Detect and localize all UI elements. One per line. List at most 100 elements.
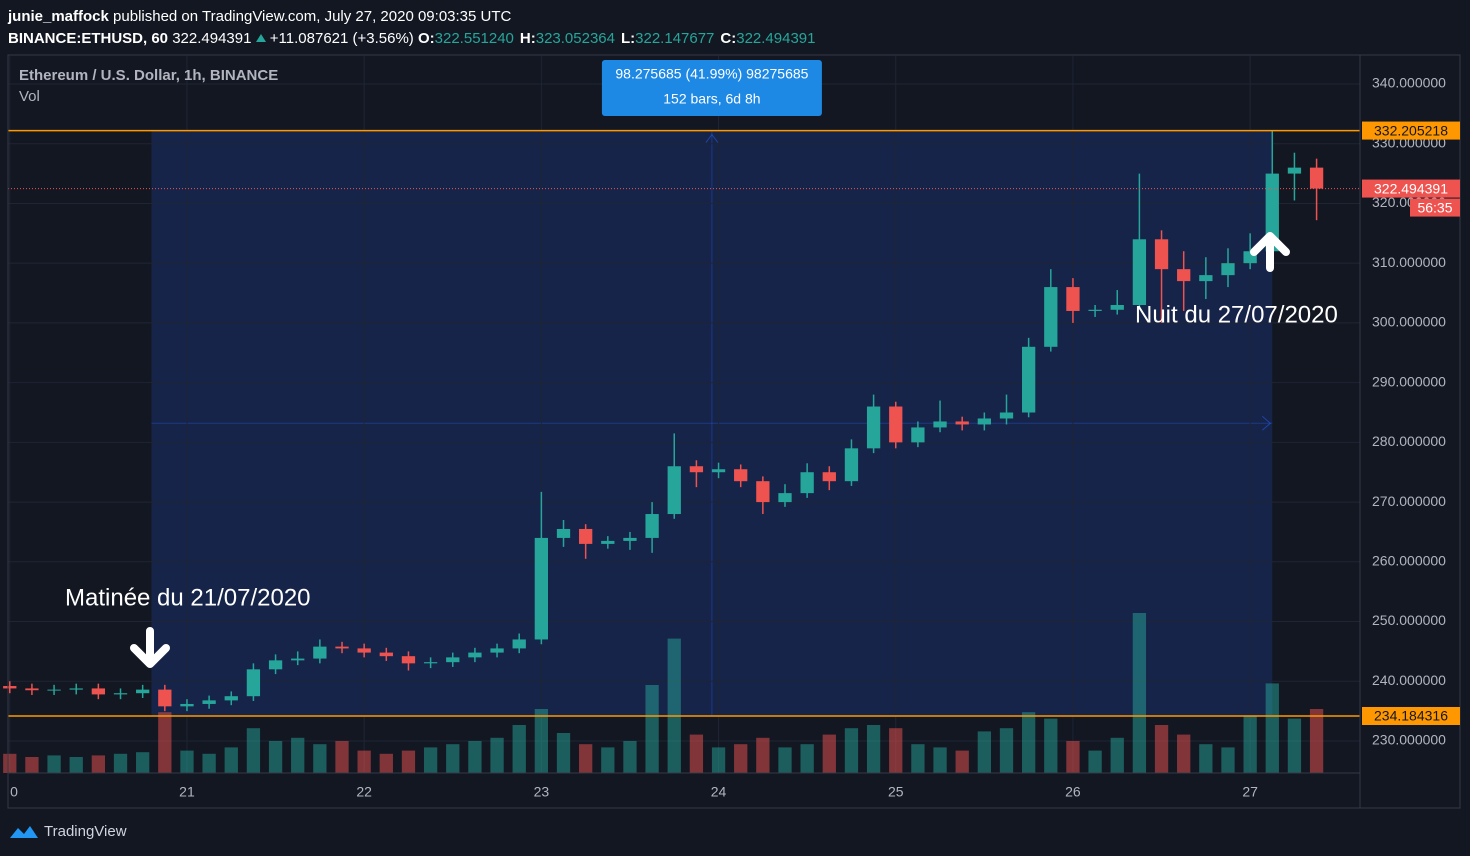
volume-bar bbox=[246, 728, 261, 773]
volume-bar bbox=[711, 747, 726, 773]
volume-bar bbox=[3, 753, 17, 773]
volume-bar bbox=[734, 744, 748, 773]
volume-bar bbox=[601, 747, 615, 773]
volume-bar bbox=[844, 728, 859, 773]
candle-body bbox=[47, 689, 61, 691]
candle-body bbox=[800, 472, 814, 494]
volume-bar bbox=[91, 755, 106, 773]
countdown-box bbox=[1410, 198, 1460, 217]
candle-body bbox=[357, 648, 371, 653]
volume-bar bbox=[202, 753, 216, 773]
candle-body bbox=[1110, 304, 1124, 310]
candle-body bbox=[401, 656, 416, 664]
candle-body bbox=[268, 660, 283, 670]
candle-body bbox=[91, 688, 106, 695]
y-tick-label: 240.000000 bbox=[1372, 672, 1446, 688]
volume-label: Vol bbox=[19, 88, 40, 105]
candle-body bbox=[1044, 287, 1058, 347]
volume-bar bbox=[1265, 683, 1279, 773]
volume-bar bbox=[401, 750, 416, 773]
candle-body bbox=[291, 658, 305, 661]
volume-bar bbox=[1199, 744, 1213, 773]
candle-body bbox=[1243, 251, 1257, 264]
candle-body bbox=[1154, 239, 1169, 270]
candle-body bbox=[202, 700, 216, 704]
volume-bar bbox=[313, 744, 327, 773]
y-tick-label: 230.000000 bbox=[1372, 732, 1446, 748]
candle-body bbox=[579, 528, 593, 544]
candle-body bbox=[224, 696, 238, 701]
volume-bar bbox=[1177, 734, 1191, 773]
candle-body bbox=[136, 689, 150, 694]
volume-bar bbox=[866, 725, 881, 773]
price-label: 332.205218 bbox=[1374, 122, 1448, 138]
volume-bar bbox=[667, 638, 681, 773]
candle-body bbox=[423, 662, 438, 664]
volume-bar bbox=[1243, 715, 1257, 773]
volume-bar bbox=[1088, 750, 1102, 773]
measure-label: 152 bars, 6d 8h bbox=[663, 91, 760, 107]
volume-bar bbox=[468, 741, 482, 773]
header-line-2: BINANCE:ETHUSD, 60 322.494391 +11.087621… bbox=[8, 28, 821, 50]
candle-body bbox=[246, 669, 261, 697]
volume-bar bbox=[268, 741, 283, 773]
candle-body bbox=[3, 686, 17, 689]
volume-bar bbox=[556, 733, 571, 773]
candle-body bbox=[335, 646, 349, 649]
volume-bar bbox=[379, 753, 393, 773]
candle-body bbox=[601, 540, 615, 544]
volume-bar bbox=[623, 741, 637, 773]
candle-body bbox=[1177, 269, 1191, 282]
measure-range bbox=[151, 130, 1273, 716]
volume-bar bbox=[689, 734, 704, 773]
volume-bar bbox=[822, 734, 836, 773]
candle-body bbox=[933, 421, 947, 428]
volume-bar bbox=[69, 757, 83, 773]
x-tick-label: 22 bbox=[356, 784, 372, 800]
candle-body bbox=[977, 418, 991, 425]
price-label: 234.184316 bbox=[1374, 708, 1448, 724]
volume-bar bbox=[158, 712, 172, 773]
last-price-box bbox=[1362, 179, 1460, 198]
candle-body bbox=[25, 688, 39, 691]
candle-body bbox=[113, 693, 128, 695]
candle-body bbox=[1066, 287, 1080, 311]
candle-body bbox=[379, 652, 393, 657]
y-tick-label: 310.000000 bbox=[1372, 254, 1446, 270]
candle-body bbox=[180, 703, 194, 707]
candle-body bbox=[556, 528, 571, 538]
header-line-1: junie_maffock published on TradingView.c… bbox=[8, 6, 821, 28]
volume-bar bbox=[999, 728, 1014, 773]
volume-bar bbox=[1044, 718, 1058, 773]
y-tick-label: 270.000000 bbox=[1372, 493, 1446, 509]
volume-bar bbox=[512, 725, 526, 773]
candle-body bbox=[623, 537, 637, 541]
measure-label-box bbox=[601, 60, 822, 116]
ohlc-value: 323.052364 bbox=[535, 30, 615, 47]
ohlc-value: 322.147677 bbox=[635, 30, 715, 47]
last-price: 322.494391 bbox=[172, 30, 252, 47]
candle-body bbox=[490, 648, 504, 653]
volume-bar bbox=[113, 753, 128, 773]
volume-bar bbox=[933, 747, 947, 773]
volume-bar bbox=[1132, 613, 1147, 773]
change: +11.087621 (+3.56%) bbox=[269, 30, 414, 47]
x-tick-label: 27 bbox=[1242, 784, 1258, 800]
volume-bar bbox=[224, 747, 238, 773]
author: junie_maffock bbox=[8, 8, 109, 25]
candle-body bbox=[889, 406, 903, 443]
volume-bar bbox=[977, 731, 991, 773]
x-tick-label: 0 bbox=[10, 784, 18, 800]
volume-bar bbox=[1066, 741, 1080, 773]
volume-bar bbox=[423, 747, 438, 773]
annotation: Matinée du 21/07/2020 bbox=[65, 584, 311, 611]
candle-body bbox=[1022, 346, 1036, 413]
candle-body bbox=[313, 646, 327, 659]
candle-body bbox=[446, 657, 460, 663]
ohlc-value: 322.494391 bbox=[736, 30, 816, 47]
arrow-down bbox=[130, 627, 170, 668]
volume-bar bbox=[534, 709, 549, 773]
volume-bar bbox=[579, 744, 593, 773]
